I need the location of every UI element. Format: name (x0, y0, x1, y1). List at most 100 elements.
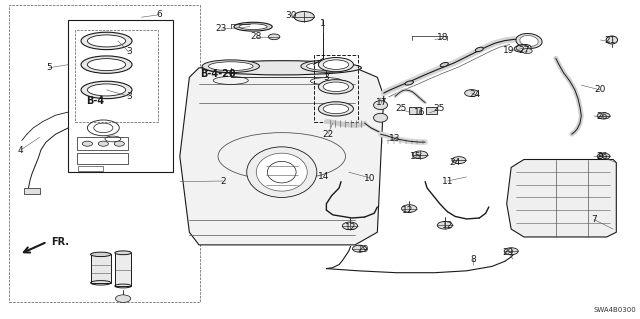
Bar (91, 254, 111, 283)
Text: 19: 19 (503, 46, 515, 55)
Text: 26: 26 (596, 152, 608, 161)
Bar (115, 253, 131, 286)
Ellipse shape (209, 62, 253, 70)
Text: 15: 15 (410, 152, 421, 161)
Text: 29: 29 (502, 248, 514, 257)
Circle shape (83, 141, 93, 146)
Text: 16: 16 (414, 108, 426, 116)
Text: 18: 18 (437, 33, 449, 42)
Text: 21: 21 (604, 36, 616, 45)
Bar (409, 107, 420, 114)
Circle shape (99, 141, 108, 146)
Circle shape (412, 151, 428, 159)
Text: SWA4B0300: SWA4B0300 (594, 307, 637, 313)
Ellipse shape (476, 47, 483, 52)
Text: 23: 23 (216, 24, 227, 33)
Circle shape (597, 153, 610, 160)
Bar (24, 188, 40, 194)
Text: 29: 29 (357, 245, 369, 254)
Circle shape (401, 205, 417, 212)
Circle shape (465, 90, 479, 97)
Text: 11: 11 (442, 177, 453, 186)
Ellipse shape (323, 82, 349, 92)
Ellipse shape (88, 35, 125, 47)
Circle shape (294, 11, 314, 22)
Ellipse shape (319, 102, 353, 116)
Text: 5: 5 (46, 63, 52, 72)
Text: 3: 3 (323, 73, 329, 82)
Ellipse shape (246, 147, 317, 197)
Bar (426, 107, 437, 114)
Circle shape (114, 141, 124, 146)
Text: 3: 3 (126, 48, 132, 56)
Ellipse shape (234, 22, 272, 31)
Text: 24: 24 (470, 90, 481, 99)
Text: 9: 9 (598, 152, 604, 161)
Ellipse shape (88, 84, 125, 96)
Text: 28: 28 (251, 32, 262, 41)
Ellipse shape (405, 81, 413, 85)
Text: 20: 20 (595, 85, 606, 94)
Text: 13: 13 (390, 134, 401, 144)
Circle shape (597, 113, 610, 119)
Ellipse shape (301, 60, 352, 72)
Text: 4: 4 (18, 145, 23, 154)
Ellipse shape (202, 61, 362, 75)
Text: 10: 10 (364, 174, 376, 183)
Text: 27: 27 (518, 46, 529, 55)
Bar (77, 153, 127, 164)
Circle shape (353, 245, 367, 252)
Text: 22: 22 (323, 130, 334, 139)
Bar (68, 20, 173, 172)
Text: 24: 24 (449, 158, 461, 167)
Ellipse shape (520, 35, 538, 46)
Ellipse shape (256, 153, 307, 191)
Text: FR.: FR. (51, 237, 69, 247)
Text: B-4-20: B-4-20 (200, 69, 236, 79)
Circle shape (115, 295, 131, 302)
Bar (78, 166, 103, 171)
Circle shape (522, 48, 532, 54)
Text: 12: 12 (345, 223, 356, 232)
Text: 14: 14 (317, 172, 329, 182)
Ellipse shape (91, 252, 111, 256)
Circle shape (437, 221, 452, 229)
Ellipse shape (374, 113, 388, 122)
Ellipse shape (307, 62, 346, 70)
Ellipse shape (514, 44, 531, 52)
Polygon shape (180, 68, 384, 245)
Text: 7: 7 (591, 215, 597, 224)
Text: 8: 8 (470, 255, 476, 263)
Text: 26: 26 (596, 112, 608, 121)
Ellipse shape (323, 104, 349, 114)
Text: 25: 25 (433, 104, 445, 113)
Text: B-4: B-4 (86, 96, 104, 106)
Text: 25: 25 (396, 104, 406, 113)
Text: 6: 6 (157, 10, 163, 19)
Ellipse shape (239, 24, 267, 30)
Text: 30: 30 (285, 11, 297, 20)
Text: 17: 17 (376, 98, 388, 107)
Bar (314, 55, 358, 122)
Ellipse shape (374, 101, 388, 109)
Polygon shape (507, 160, 616, 237)
Ellipse shape (81, 81, 132, 99)
Text: 3: 3 (126, 92, 132, 101)
Text: 2: 2 (220, 177, 226, 186)
Ellipse shape (606, 36, 618, 44)
Circle shape (268, 34, 280, 40)
Ellipse shape (202, 60, 259, 72)
Ellipse shape (319, 57, 353, 72)
Ellipse shape (319, 80, 353, 94)
Text: 12: 12 (403, 206, 413, 215)
Ellipse shape (440, 63, 449, 67)
Text: 12: 12 (442, 221, 453, 230)
Circle shape (504, 248, 518, 255)
Ellipse shape (88, 59, 125, 70)
Bar (75, 30, 157, 122)
Text: 1: 1 (320, 19, 326, 28)
Ellipse shape (81, 56, 132, 73)
Circle shape (342, 222, 358, 230)
Bar (9, 4, 200, 302)
Bar (77, 137, 127, 150)
